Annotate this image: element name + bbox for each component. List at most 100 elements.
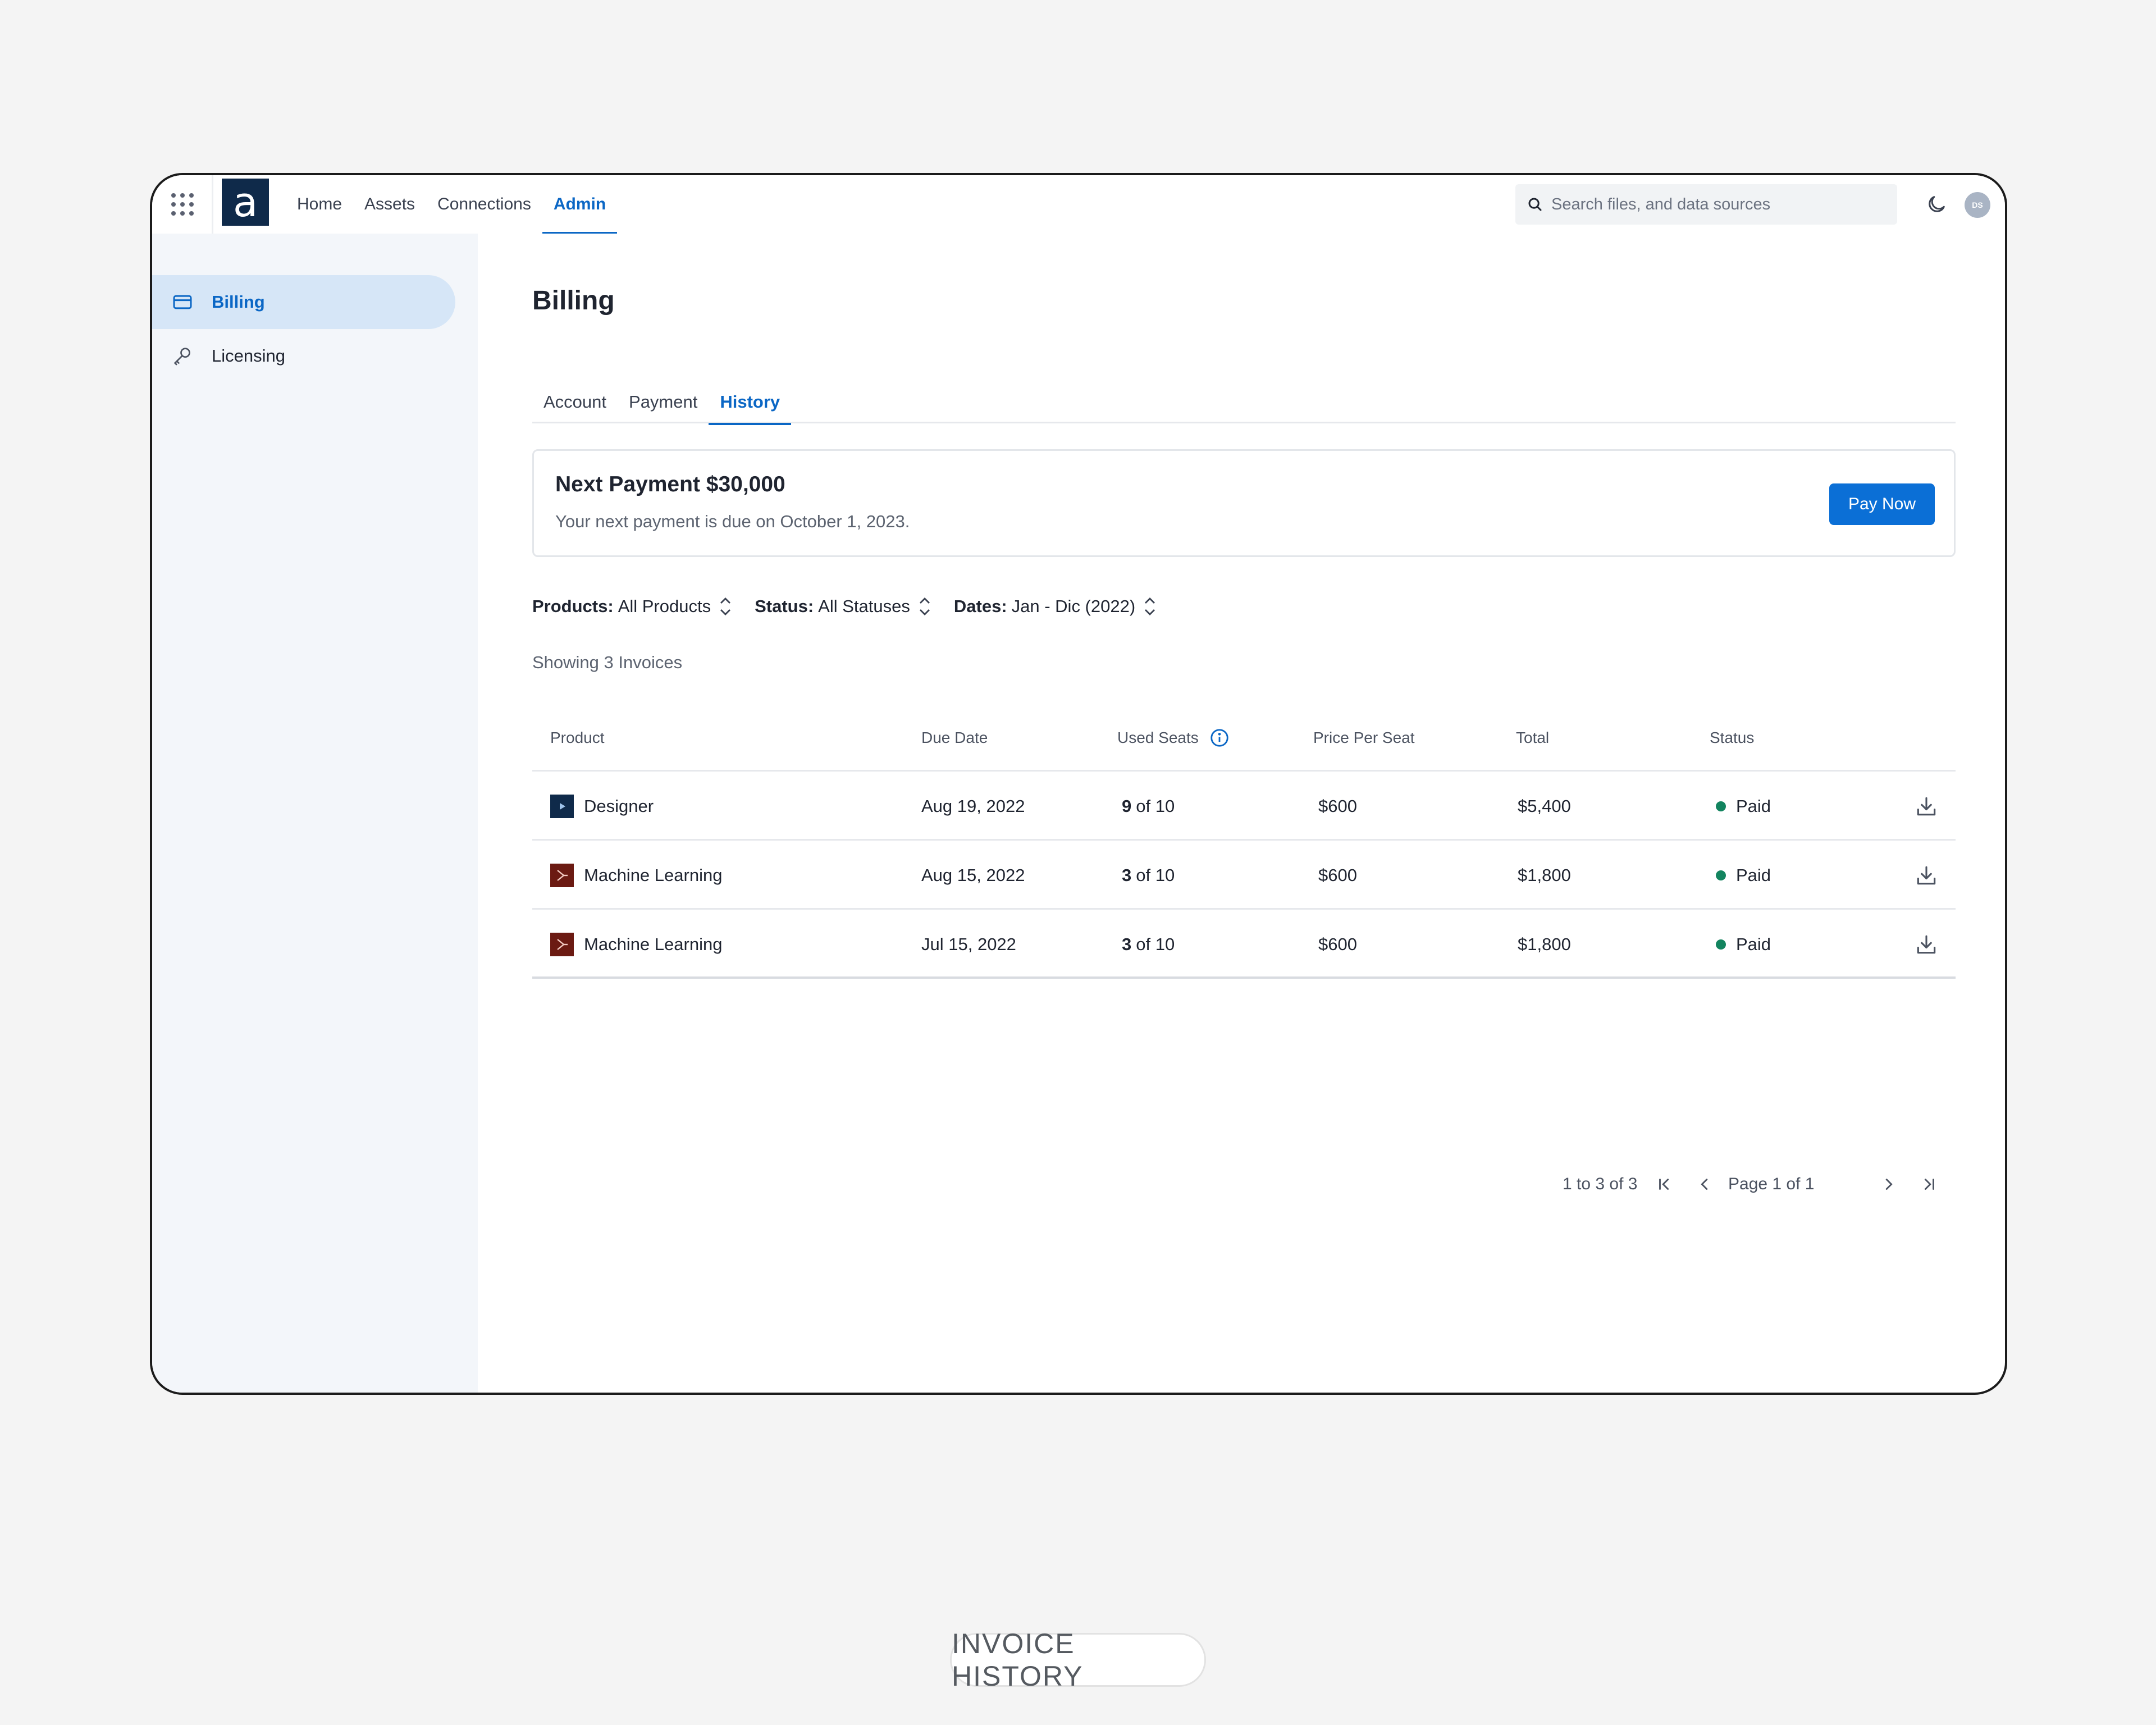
tab-bar: Account Payment History bbox=[532, 381, 1956, 425]
last-page-icon[interactable] bbox=[1919, 1175, 1938, 1194]
used-seats-cell: 3 of 10 bbox=[1122, 841, 1175, 910]
status-badge: Paid bbox=[1736, 796, 1771, 816]
table-row[interactable]: Machine Learning Jul 15, 2022 3 of 10 $6… bbox=[532, 910, 1956, 979]
filter-bar: Products: All Products Status: All Statu… bbox=[532, 593, 1179, 620]
download-icon[interactable] bbox=[1914, 794, 1939, 819]
first-page-icon[interactable] bbox=[1655, 1175, 1674, 1194]
filter-value: All Products bbox=[618, 596, 711, 616]
filter-key: Dates: bbox=[953, 596, 1007, 616]
due-date-cell: Aug 15, 2022 bbox=[921, 865, 1025, 885]
avatar[interactable]: DS bbox=[1965, 192, 1990, 218]
nav-assets[interactable]: Assets bbox=[364, 195, 415, 213]
status-cell: Paid bbox=[1716, 910, 1771, 979]
sidebar: Billing Licensing bbox=[152, 234, 478, 1393]
pagination-range: 1 to 3 of 3 bbox=[1563, 1175, 1638, 1193]
price-cell: $600 bbox=[1318, 934, 1357, 954]
seats-total: of 10 bbox=[1136, 796, 1175, 816]
tab-account[interactable]: Account bbox=[543, 392, 607, 412]
search-box[interactable] bbox=[1515, 184, 1897, 225]
table-row[interactable]: Machine Learning Aug 15, 2022 3 of 10 $6… bbox=[532, 841, 1956, 910]
status-dot bbox=[1716, 801, 1726, 811]
previous-page-icon[interactable] bbox=[1696, 1175, 1715, 1194]
nav-connections[interactable]: Connections bbox=[437, 195, 531, 213]
product-name: Designer bbox=[584, 796, 654, 816]
table-header: Product Due Date Used Seats Price Per Se… bbox=[532, 704, 1956, 772]
top-bar: a Home Assets Connections Admin DS bbox=[152, 175, 2005, 234]
search-icon bbox=[1528, 198, 1542, 211]
next-payment-card: Next Payment $30,000 Your next payment i… bbox=[532, 449, 1956, 557]
product-cell: Machine Learning bbox=[550, 910, 722, 979]
next-payment-subtitle: Your next payment is due on October 1, 2… bbox=[555, 512, 910, 531]
seats-used: 9 bbox=[1122, 796, 1132, 816]
sort-chevrons-icon bbox=[919, 597, 930, 615]
column-header-product[interactable]: Product bbox=[550, 729, 605, 746]
filter-key: Status: bbox=[755, 596, 814, 616]
app-launcher-icon[interactable] bbox=[170, 192, 195, 217]
tab-history[interactable]: History bbox=[709, 381, 791, 425]
product-name: Machine Learning bbox=[584, 934, 723, 954]
status-badge: Paid bbox=[1736, 865, 1771, 885]
main-content: Billing Account Payment History Next Pay… bbox=[478, 234, 2005, 1393]
product-cell: Machine Learning bbox=[550, 841, 722, 910]
sidebar-item-label: Billing bbox=[212, 292, 265, 312]
page-title: Billing bbox=[532, 286, 615, 316]
used-seats-cell: 3 of 10 bbox=[1122, 910, 1175, 979]
nav-home[interactable]: Home bbox=[297, 195, 342, 213]
download-icon[interactable] bbox=[1914, 863, 1939, 888]
caption-label: INVOICE HISTORY bbox=[950, 1628, 1206, 1692]
designer-icon bbox=[550, 794, 574, 818]
column-header-label: Used Seats bbox=[1117, 729, 1199, 746]
sort-chevrons-icon bbox=[720, 597, 731, 615]
table-row[interactable]: Designer Aug 19, 2022 9 of 10 $600 $5,40… bbox=[532, 772, 1956, 841]
info-icon[interactable] bbox=[1209, 727, 1230, 749]
seats-total: of 10 bbox=[1136, 865, 1175, 885]
search-input[interactable] bbox=[1551, 195, 1866, 214]
filter-status[interactable]: Status: All Statuses bbox=[755, 595, 931, 618]
column-header-price-per-seat[interactable]: Price Per Seat bbox=[1313, 729, 1415, 746]
product-cell: Designer bbox=[550, 772, 654, 841]
status-cell: Paid bbox=[1716, 772, 1771, 841]
seats-total: of 10 bbox=[1136, 934, 1175, 954]
pagination: 1 to 3 of 3 Page 1 of 1 bbox=[532, 1170, 1956, 1198]
nav-admin[interactable]: Admin bbox=[542, 175, 618, 234]
credit-card-icon bbox=[170, 290, 195, 314]
machine-learning-icon bbox=[550, 932, 574, 956]
next-payment-title: Next Payment $30,000 bbox=[555, 472, 785, 496]
filter-key: Products: bbox=[532, 596, 614, 616]
pay-now-button[interactable]: Pay Now bbox=[1829, 483, 1935, 525]
status-dot bbox=[1716, 939, 1726, 950]
due-date-cell: Aug 19, 2022 bbox=[921, 796, 1025, 816]
seats-used: 3 bbox=[1122, 865, 1132, 885]
main-nav: Home Assets Connections Admin bbox=[286, 175, 618, 234]
sidebar-item-billing[interactable]: Billing bbox=[152, 275, 455, 329]
status-dot bbox=[1716, 870, 1726, 880]
filter-dates[interactable]: Dates: Jan - Dic (2022) bbox=[954, 595, 1157, 618]
seats-used: 3 bbox=[1122, 934, 1132, 954]
sidebar-item-licensing[interactable]: Licensing bbox=[152, 329, 455, 383]
page-indicator: Page 1 of 1 bbox=[1728, 1175, 1815, 1193]
download-icon[interactable] bbox=[1914, 932, 1939, 957]
status-cell: Paid bbox=[1716, 841, 1771, 910]
invoice-table: Product Due Date Used Seats Price Per Se… bbox=[532, 704, 1956, 979]
filter-products[interactable]: Products: All Products bbox=[532, 595, 732, 618]
tab-payment[interactable]: Payment bbox=[629, 392, 698, 412]
price-cell: $600 bbox=[1318, 796, 1357, 816]
logo-divider bbox=[212, 175, 213, 234]
dark-mode-icon[interactable] bbox=[1925, 193, 1948, 216]
column-header-used-seats[interactable]: Used Seats bbox=[1117, 704, 1230, 772]
logo[interactable]: a bbox=[222, 179, 269, 226]
filter-value: Jan - Dic (2022) bbox=[1011, 596, 1136, 616]
filter-value: All Statuses bbox=[818, 596, 910, 616]
used-seats-cell: 9 of 10 bbox=[1122, 772, 1175, 841]
key-icon bbox=[170, 344, 195, 368]
column-header-due-date[interactable]: Due Date bbox=[921, 729, 988, 746]
app-window: a Home Assets Connections Admin DS Billi… bbox=[150, 173, 2007, 1395]
column-header-status[interactable]: Status bbox=[1710, 729, 1755, 746]
invoice-count: Showing 3 Invoices bbox=[532, 652, 683, 672]
price-cell: $600 bbox=[1318, 865, 1357, 885]
sort-chevrons-icon bbox=[1145, 597, 1155, 615]
product-name: Machine Learning bbox=[584, 865, 723, 885]
sidebar-item-label: Licensing bbox=[212, 346, 285, 366]
next-page-icon[interactable] bbox=[1879, 1175, 1898, 1194]
column-header-total[interactable]: Total bbox=[1516, 729, 1550, 746]
